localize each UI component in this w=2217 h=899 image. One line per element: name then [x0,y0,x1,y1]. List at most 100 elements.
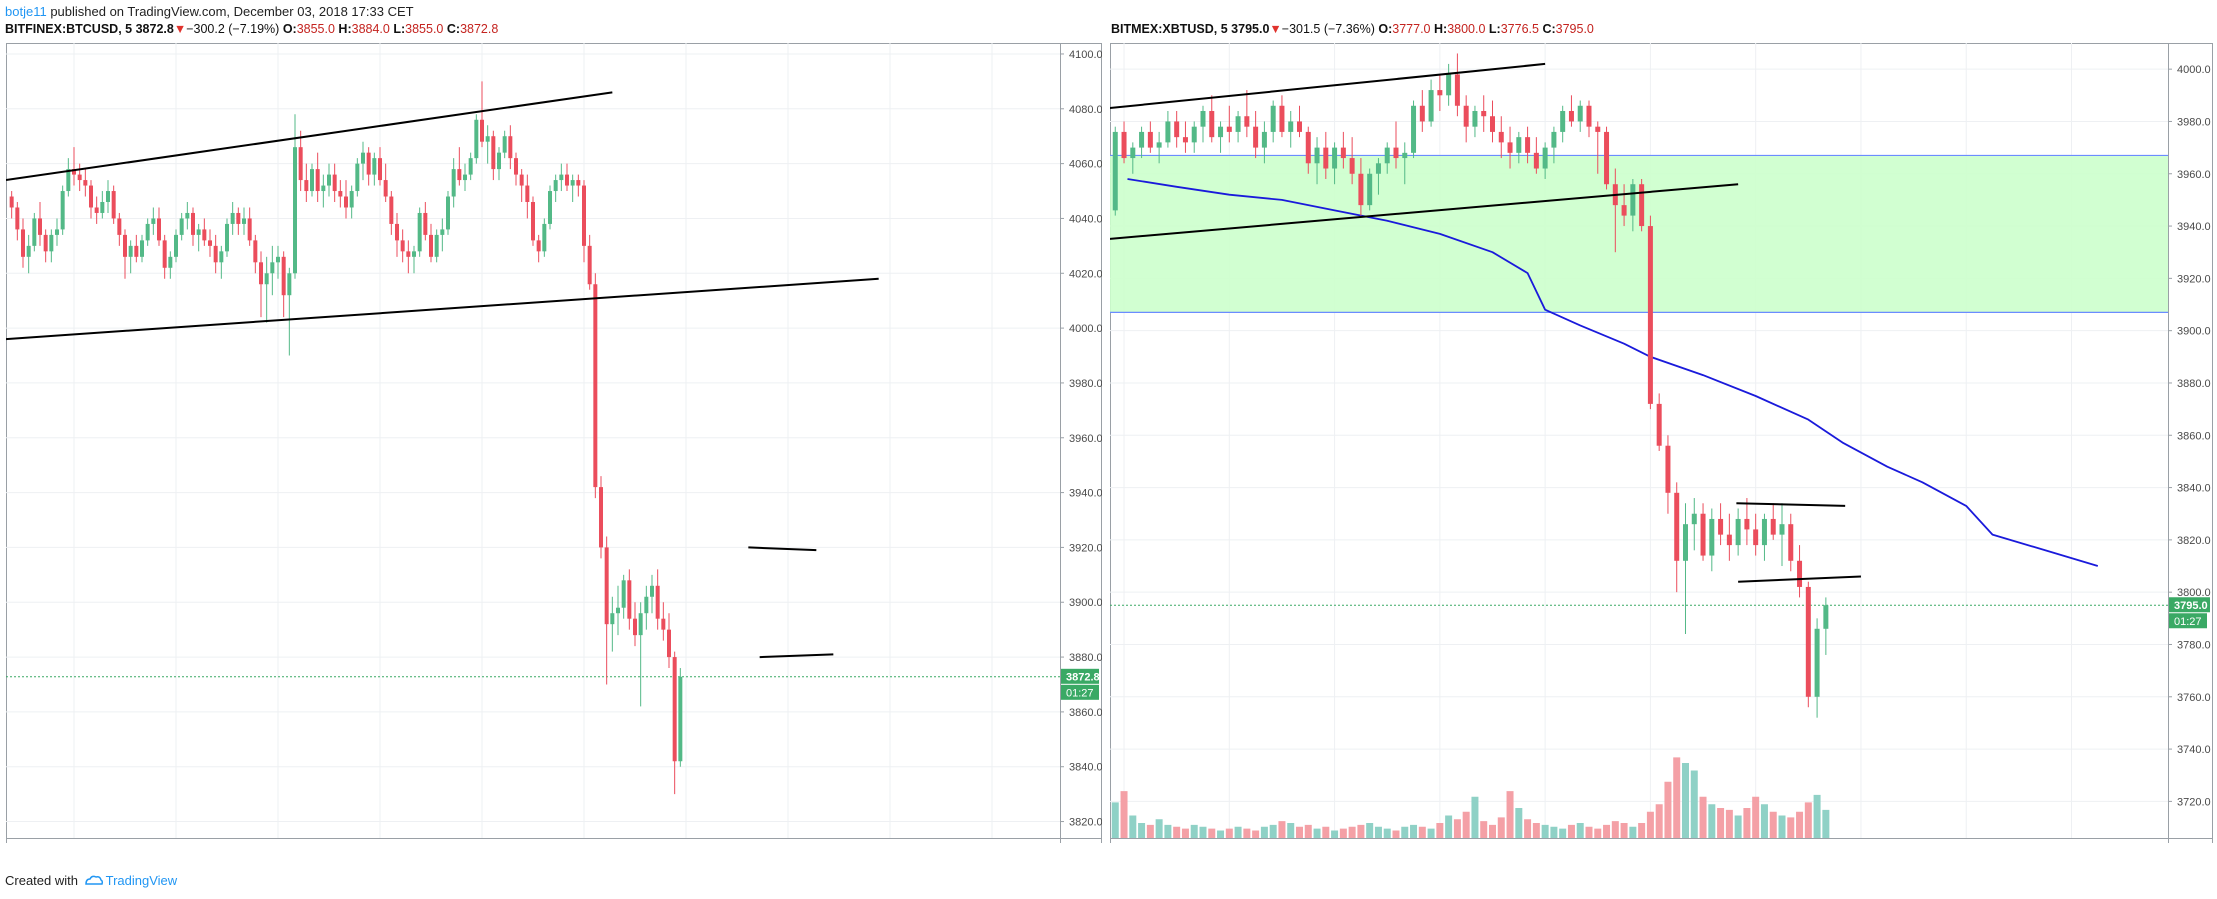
volume-bar [1664,781,1672,838]
candle-body [1560,110,1566,132]
candle-body [1700,513,1706,556]
y-tick-label: 3740.0 [2177,744,2211,756]
y-tick-label: 3820.0 [1069,817,1102,829]
candle-body [661,618,666,630]
volume-bar [1480,821,1488,838]
candle-body [1797,560,1803,587]
y-tick-label: 3820.0 [2177,535,2211,547]
candle-body [321,185,326,192]
candle-body [604,547,609,625]
y-tick-label: 3840.0 [2177,483,2211,495]
y-tick-label: 3780.0 [2177,639,2211,651]
trendline [6,91,613,182]
candle-body [1349,158,1355,174]
volume-bar [1295,826,1303,838]
volume-bar [1225,828,1233,838]
candle-body [1375,163,1381,174]
candle-body [276,256,280,263]
candle-body [1726,534,1732,546]
candle-body [655,585,660,619]
candle-body [1437,90,1443,96]
candle-body [570,180,575,186]
candle-body [1472,110,1478,127]
candle-body [355,163,360,192]
volume-bar [1787,817,1795,838]
volume-bar [1681,763,1689,838]
candle-body [1174,121,1180,138]
volume-bar [1111,802,1119,838]
symbol-label[interactable]: BITMEX:XBTUSD [1111,22,1214,36]
candle-body [1419,105,1425,122]
volume-bar [1690,770,1698,838]
candle-body [151,218,156,224]
y-tick-label: 4000.0 [2177,64,2211,76]
interval-label: 5 [1220,22,1228,36]
candle-body [434,234,439,257]
volume-bar [1173,826,1181,838]
volume-bar [1199,826,1207,838]
legend-left: BITFINEX:BTCUSD, 5 3872.8▼−300.2 (−7.19%… [5,22,499,36]
volume-bar [1734,815,1742,838]
candle-body [610,613,615,625]
countdown-badge [1061,684,1099,700]
candle-body [111,191,116,219]
candle-body [1165,121,1171,143]
volume-bar [1269,824,1277,838]
candle-body [457,169,462,181]
volume-bar [1120,791,1128,838]
candle-body [191,212,195,235]
y-tick-label: 4000.0 [1069,323,1102,335]
candle-body [542,223,547,252]
volume-bar [1638,823,1646,838]
author-link[interactable]: botje11 [5,4,47,19]
candle-body [553,180,558,192]
last-price-badge-label: 3795.0 [2174,600,2208,612]
volume-bar [1243,828,1251,838]
candle-body [94,207,99,213]
candle-body [1665,445,1671,493]
candle-body [242,218,246,224]
y-tick-label: 3900.0 [1069,597,1102,609]
candle-body [491,136,496,170]
btcusd-chart[interactable]: 4100.0 4080.0 4060.0 4040.0 4020.0 4000.0 3980… [6,43,1102,843]
y-tick-label: 3980.0 [2177,116,2211,128]
volume-bar [1217,830,1225,838]
trendline [1736,502,1846,507]
symbol-label[interactable]: BITFINEX:BTCUSD [5,22,119,36]
open-value: 3777.0 [1392,22,1431,36]
candle-body [1130,147,1136,159]
low-value: 3776.5 [1500,22,1539,36]
candle-body [196,229,201,235]
candle-body [1630,184,1636,216]
last-price: 3872.8 [135,22,174,36]
volume-bar [1278,821,1286,838]
candle-body [1305,131,1311,164]
candle-body [106,191,110,202]
volume-bar [1234,826,1242,838]
candle-body [508,136,513,159]
candle-body [1691,513,1697,525]
candle-body [633,618,637,636]
candle-body [531,202,535,241]
candle-body [548,191,552,224]
xbtusd-chart[interactable]: 4000.0 3980.0 3960.0 3940.0 3920.0 3900.0 3880… [1110,43,2213,843]
chart-frame [6,43,1102,843]
candle-body [440,229,445,235]
tradingview-link[interactable]: TradingView [105,873,178,888]
y-tick-label: 3900.0 [2177,326,2211,338]
volume-bar [1611,821,1619,838]
candle-body [281,256,286,296]
candle-body [1112,131,1118,211]
candle-body [15,207,20,230]
volume-bar [1778,815,1786,838]
candle-body [1358,173,1364,206]
publish-header: botje11 published on TradingView.com, De… [5,4,414,20]
candle-body [446,196,450,230]
candle-body [565,174,569,186]
candle-body [1454,74,1460,106]
y-tick-label: 3920.0 [2177,273,2211,285]
candle-body [349,191,354,208]
candle-body [344,196,348,208]
candle-body [49,234,54,252]
high-value: 3884.0 [351,22,390,36]
